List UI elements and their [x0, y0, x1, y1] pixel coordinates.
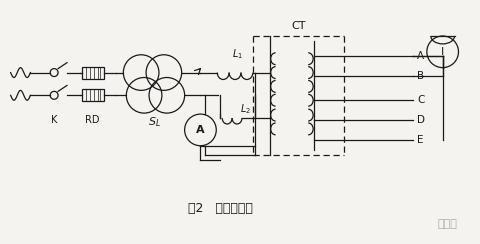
Text: 慧享网: 慧享网 — [438, 219, 457, 229]
Text: 图2   实验接线图: 图2 实验接线图 — [188, 203, 252, 215]
Text: B: B — [417, 71, 424, 81]
Text: A: A — [196, 125, 205, 135]
Text: RD: RD — [85, 115, 100, 125]
Bar — [82, 89, 104, 101]
Bar — [82, 67, 104, 79]
Text: K: K — [51, 115, 57, 125]
Text: $L_2$: $L_2$ — [240, 102, 251, 116]
Text: $S_L$: $S_L$ — [147, 115, 160, 129]
Text: D: D — [417, 115, 425, 125]
Text: E: E — [417, 135, 423, 145]
Text: A: A — [417, 51, 424, 61]
Text: I: I — [441, 47, 444, 57]
Text: $L_1$: $L_1$ — [231, 47, 242, 61]
Text: CT: CT — [291, 21, 306, 31]
Text: C: C — [417, 95, 424, 105]
